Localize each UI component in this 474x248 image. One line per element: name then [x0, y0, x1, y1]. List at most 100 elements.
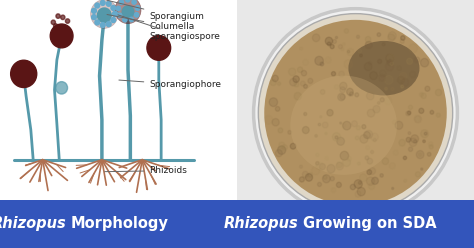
Circle shape [421, 93, 426, 98]
Circle shape [406, 111, 410, 116]
Circle shape [340, 94, 345, 100]
Circle shape [278, 128, 283, 133]
Circle shape [360, 135, 368, 143]
Circle shape [349, 94, 351, 96]
Circle shape [275, 150, 283, 157]
Ellipse shape [348, 41, 419, 95]
Circle shape [336, 162, 343, 170]
Circle shape [346, 88, 353, 95]
Circle shape [318, 182, 321, 186]
Circle shape [347, 49, 354, 56]
Circle shape [327, 109, 333, 116]
Circle shape [380, 174, 383, 177]
Circle shape [397, 66, 401, 70]
Circle shape [327, 42, 331, 46]
Circle shape [385, 87, 387, 90]
Circle shape [61, 15, 65, 20]
Circle shape [330, 44, 334, 49]
Bar [0, 200, 237, 248]
Circle shape [332, 133, 340, 141]
Circle shape [342, 124, 346, 127]
Circle shape [415, 116, 421, 123]
Circle shape [430, 110, 434, 114]
Circle shape [380, 98, 384, 102]
Circle shape [342, 43, 345, 46]
Circle shape [364, 131, 370, 139]
Circle shape [347, 157, 351, 161]
Circle shape [380, 70, 386, 77]
Circle shape [419, 153, 421, 156]
Circle shape [392, 187, 394, 189]
Circle shape [409, 44, 417, 53]
Circle shape [421, 168, 423, 170]
Circle shape [373, 105, 380, 113]
Circle shape [302, 126, 309, 134]
Circle shape [343, 158, 350, 167]
Circle shape [272, 75, 278, 82]
Circle shape [377, 33, 381, 36]
Circle shape [316, 162, 323, 169]
Circle shape [316, 153, 319, 156]
Circle shape [264, 115, 273, 124]
Circle shape [415, 172, 420, 177]
Circle shape [382, 158, 389, 165]
Text: Columella: Columella [107, 14, 194, 31]
Circle shape [339, 71, 344, 77]
Circle shape [404, 179, 407, 182]
Circle shape [275, 106, 280, 111]
Circle shape [354, 180, 362, 188]
Circle shape [393, 150, 398, 155]
Circle shape [289, 68, 296, 76]
Circle shape [409, 105, 412, 109]
Circle shape [327, 164, 335, 173]
Circle shape [50, 24, 73, 48]
Circle shape [373, 138, 376, 142]
Circle shape [372, 177, 378, 184]
Circle shape [390, 62, 393, 65]
Circle shape [416, 151, 424, 159]
Text: Sporangium: Sporangium [107, 0, 204, 22]
Circle shape [126, 0, 130, 2]
Circle shape [360, 54, 362, 57]
Circle shape [65, 19, 70, 23]
Circle shape [325, 37, 333, 45]
Circle shape [400, 39, 404, 43]
Circle shape [389, 60, 391, 62]
Circle shape [436, 89, 442, 96]
Circle shape [371, 133, 378, 141]
Circle shape [311, 166, 320, 175]
Circle shape [367, 158, 373, 164]
Circle shape [414, 57, 420, 63]
Circle shape [337, 162, 342, 168]
Circle shape [136, 6, 140, 10]
Circle shape [338, 45, 342, 49]
Circle shape [379, 75, 385, 81]
Circle shape [356, 126, 360, 130]
Circle shape [437, 113, 440, 117]
Circle shape [312, 34, 320, 42]
Circle shape [305, 174, 312, 181]
Circle shape [377, 102, 380, 104]
Circle shape [106, 22, 111, 27]
Circle shape [300, 165, 302, 168]
Circle shape [269, 98, 278, 107]
Circle shape [358, 49, 362, 53]
Circle shape [100, 0, 105, 5]
Circle shape [301, 70, 307, 76]
Circle shape [147, 35, 171, 60]
Circle shape [338, 93, 345, 101]
Circle shape [409, 147, 413, 152]
Circle shape [357, 162, 360, 165]
Circle shape [277, 146, 286, 155]
Circle shape [355, 93, 359, 97]
Circle shape [303, 60, 309, 65]
Circle shape [336, 36, 337, 39]
Circle shape [358, 181, 361, 184]
Ellipse shape [258, 14, 453, 212]
Circle shape [385, 62, 393, 71]
Circle shape [344, 29, 348, 33]
Circle shape [367, 170, 372, 175]
Circle shape [95, 20, 100, 25]
Circle shape [369, 62, 372, 65]
Circle shape [319, 163, 326, 170]
